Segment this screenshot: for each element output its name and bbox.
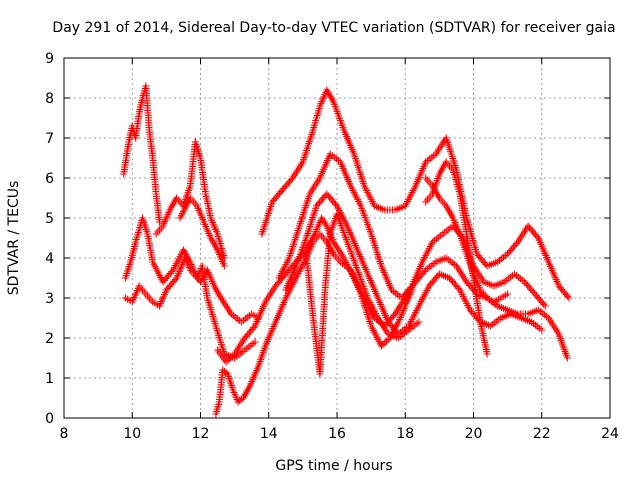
chart-title: Day 291 of 2014, Sidereal Day-to-day VTE… xyxy=(52,20,615,36)
series-arc-11 xyxy=(302,210,423,378)
y-tick-label: 5 xyxy=(45,211,54,227)
data-point-markers xyxy=(176,194,228,270)
x-tick-label: 24 xyxy=(601,426,619,442)
x-tick-label: 10 xyxy=(123,426,141,442)
data-point-markers xyxy=(152,138,228,262)
y-tick-label: 1 xyxy=(45,371,54,387)
y-tick-label: 9 xyxy=(45,51,54,67)
x-tick-label: 22 xyxy=(533,426,551,442)
x-tick-label: 18 xyxy=(396,426,414,442)
y-tick-label: 3 xyxy=(45,291,54,307)
y-tick-label: 8 xyxy=(45,91,54,107)
x-tick-label: 14 xyxy=(260,426,278,442)
series-arc-5 xyxy=(176,194,228,270)
y-axis-label: SDTVAR / TECUs xyxy=(6,181,22,296)
x-tick-label: 16 xyxy=(328,426,346,442)
series-arc-10 xyxy=(282,190,546,338)
series-arc-13 xyxy=(422,174,512,306)
x-axis-label: GPS time / hours xyxy=(275,458,392,474)
y-tick-label: 7 xyxy=(45,131,54,147)
data-point-markers xyxy=(120,82,164,226)
data-point-markers xyxy=(258,86,573,302)
series-arc-3 xyxy=(121,254,259,362)
data-point-markers xyxy=(422,174,512,306)
y-tick-label: 0 xyxy=(45,411,54,427)
y-tick-label: 6 xyxy=(45,171,54,187)
series-arc-8 xyxy=(258,86,573,302)
series-arc-1 xyxy=(120,82,164,226)
data-point-markers xyxy=(121,214,262,326)
series-arc-2 xyxy=(121,214,262,326)
x-tick-label: 12 xyxy=(192,426,210,442)
series-arc-4 xyxy=(152,138,228,262)
data-point-markers xyxy=(282,190,546,338)
x-tick-label: 20 xyxy=(465,426,483,442)
data-points xyxy=(120,82,573,418)
data-point-markers xyxy=(121,254,259,362)
y-tick-label: 2 xyxy=(45,331,54,347)
data-point-markers xyxy=(302,210,423,378)
y-tick-label: 4 xyxy=(45,251,54,267)
x-tick-label: 8 xyxy=(60,426,69,442)
